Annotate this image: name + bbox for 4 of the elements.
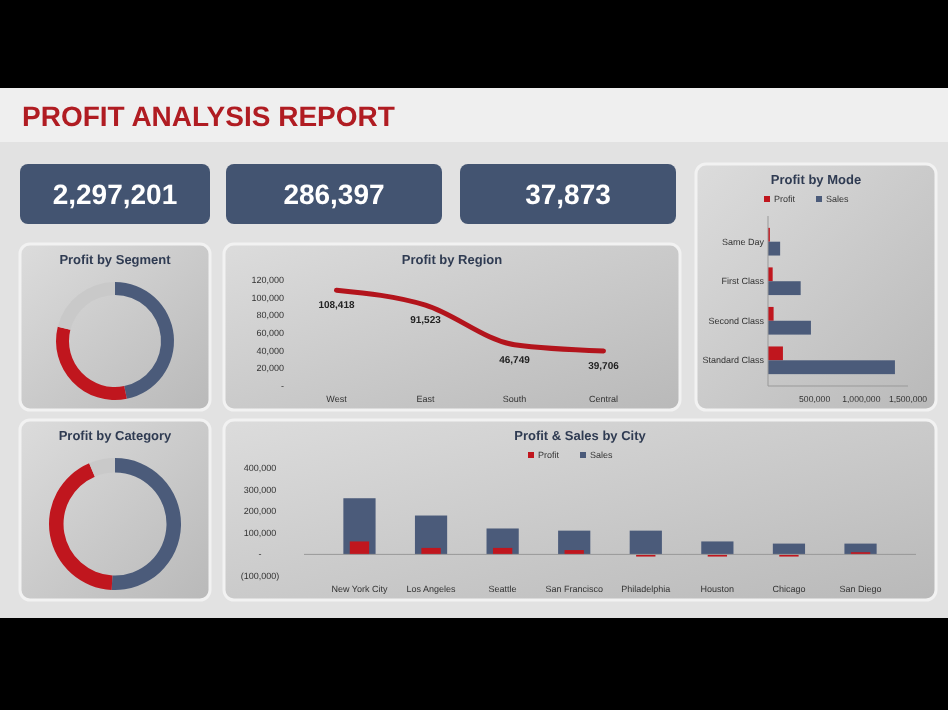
text: 2,297,201 [52,178,178,210]
text: PROFIT ANALYSIS REPORT [22,100,396,132]
text: 37,873 [525,178,612,210]
text: 286,397 [283,178,386,210]
